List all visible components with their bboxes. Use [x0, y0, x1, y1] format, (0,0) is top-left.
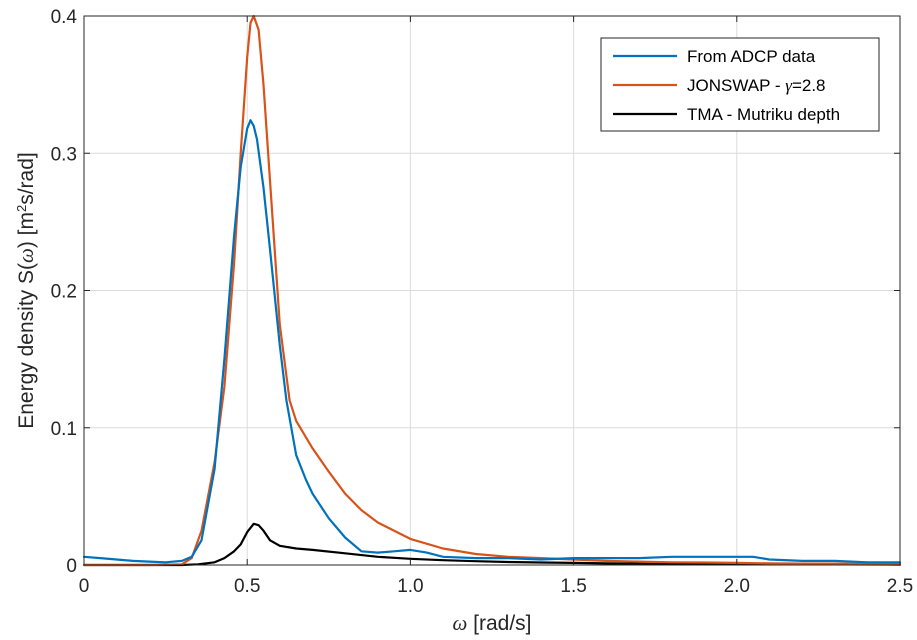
- y-tick-label: 0.1: [51, 419, 77, 440]
- y-axis-label-mid: ) [m: [15, 212, 38, 248]
- series-lines: [82, 14, 902, 567]
- x-axis-ticks: 0 0.5 1.0 1.5 2.0 2.5: [79, 16, 913, 597]
- x-tick-label: 0.5: [234, 576, 260, 597]
- series-line-2: [82, 522, 902, 567]
- legend-label-jonswap: JONSWAP - γ=2.8: [687, 76, 826, 95]
- legend: From ADCP data JONSWAP - γ=2.8 TMA - Mut…: [600, 37, 880, 132]
- y-axis-label-suffix: s/rad]: [15, 152, 38, 205]
- x-tick-label: 2.5: [887, 576, 913, 597]
- legend-jonswap-prefix: JONSWAP -: [687, 76, 785, 95]
- x-axis-label-symbol: ω: [452, 611, 467, 635]
- legend-jonswap-suffix: =2.8: [792, 76, 826, 95]
- y-tick-label: 0.2: [51, 282, 77, 303]
- y-tick-label: 0.3: [51, 144, 77, 165]
- y-tick-label: 0.4: [51, 7, 78, 28]
- y-axis-label-symbol: ω: [14, 248, 38, 263]
- x-tick-label: 2.0: [724, 576, 750, 597]
- y-tick-label: 0: [66, 556, 77, 577]
- legend-label-tma: TMA - Mutriku depth: [687, 105, 840, 124]
- x-tick-label: 1.0: [397, 576, 423, 597]
- y-axis-label-prefix: Energy density S(: [15, 263, 38, 429]
- y-axis-label-sup: 2: [14, 205, 29, 212]
- legend-jonswap-symbol: γ: [785, 76, 793, 95]
- legend-label-from-adcp: From ADCP data: [687, 47, 816, 66]
- x-axis-label-units: [rad/s]: [467, 612, 531, 635]
- x-tick-label: 0: [79, 576, 90, 597]
- y-axis-label: Energy density S(ω) [m2s/rad]: [14, 152, 39, 429]
- series-line-0: [82, 119, 902, 564]
- x-tick-label: 1.5: [560, 576, 586, 597]
- y-axis-ticks: 0 0.1 0.2 0.3 0.4: [51, 7, 900, 577]
- x-axis-label: ω [rad/s]: [452, 611, 531, 635]
